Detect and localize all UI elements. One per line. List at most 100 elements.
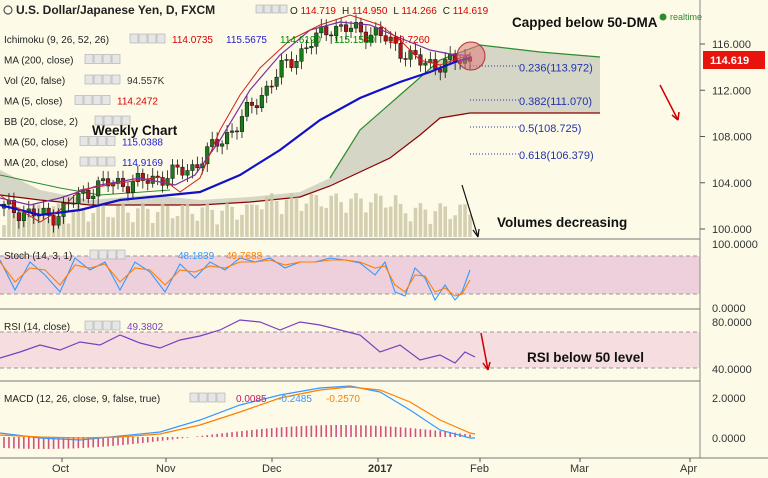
rsi-control[interactable] [111,320,121,331]
indicator-control[interactable] [102,74,112,85]
stoch-control[interactable] [89,249,99,260]
candle-body [334,26,339,36]
volume-bar [289,193,294,237]
stoch-control[interactable] [98,249,108,260]
indicator-control[interactable] [97,156,107,167]
macd-control[interactable] [216,392,226,403]
macd-control[interactable] [207,392,217,403]
indicator-control[interactable] [102,54,112,64]
volume-bar [364,212,368,237]
stoch-control[interactable] [116,249,126,260]
volume-bar [215,224,219,237]
collapse-icon[interactable] [3,5,13,15]
macd-bar [399,427,402,437]
volume-bar [269,193,274,237]
volume-bar [106,216,110,237]
macd-label: MACD (12, 26, close, 9, false, true) [4,394,160,405]
volume-bar [111,217,115,237]
time-tick: Nov [156,463,176,475]
indicator-control[interactable] [112,115,122,126]
indicator-control[interactable] [94,115,104,126]
indicator-control[interactable] [103,115,113,126]
price-tick: 100.000 [712,224,752,236]
indicator-control[interactable] [111,54,121,64]
indicator-control[interactable] [156,33,166,44]
macd-bar [394,426,397,437]
stoch-control[interactable] [107,249,117,260]
macd-bar [176,437,179,439]
indicator-control[interactable] [147,33,157,44]
volume-bar [319,206,324,237]
header-controls[interactable] [255,4,288,14]
volume-arrow-head [472,228,480,238]
candle-body [353,22,359,29]
macd-bar [404,427,407,437]
macd-bar [280,427,283,437]
rsi-control[interactable] [93,320,103,331]
indicator-control[interactable] [79,156,89,167]
header-toggle[interactable] [271,4,280,14]
volume-bar [334,193,338,237]
indicator-control[interactable] [93,74,103,85]
indicator-control[interactable] [79,136,89,146]
rsi-control[interactable] [102,320,112,331]
candle-body [304,47,309,50]
macd-bar [196,436,199,437]
indicator-control[interactable] [106,156,116,167]
indicator-control[interactable] [74,95,84,105]
macd-bar [360,425,362,437]
ohlc-value: 114.950 [352,6,388,17]
indicator-control[interactable] [111,74,121,85]
indicator-control[interactable] [84,54,94,64]
rsi-tick: 80.0000 [712,317,752,329]
macd-control[interactable] [198,392,208,403]
macd-bar [335,425,337,437]
indicator-control[interactable] [88,136,98,146]
macd-bar [419,428,422,437]
volume-bar [374,193,378,237]
volume-bar [354,193,358,237]
macd-control[interactable] [189,392,199,403]
macd-bar [251,429,253,437]
indicator-control[interactable] [101,95,111,105]
candle-body [76,193,81,204]
ohlc-key: L [393,6,401,17]
indicator-control[interactable] [129,33,139,44]
candle-body [170,164,175,179]
macd-bar [275,427,278,437]
macd-bar [102,437,104,447]
macd-bar [320,425,323,437]
indicator-control[interactable] [106,136,116,146]
macd-bar [340,425,342,437]
header-toggle[interactable] [279,4,288,14]
indicator-control[interactable] [84,74,94,85]
candle-body [309,46,314,49]
candle-body [106,178,111,187]
rsi-control[interactable] [84,320,94,331]
macd-histogram [3,425,471,449]
volume-bar [76,203,81,237]
candle-body [329,34,334,37]
indicator-control[interactable] [88,156,98,167]
header-toggle[interactable] [263,4,272,14]
macd-bar [137,437,139,444]
volume-bar [220,210,224,237]
indicator-control[interactable] [92,95,102,105]
indicator-control[interactable] [97,136,107,146]
volume-bar [309,193,314,237]
candle-body [51,215,56,226]
candle-body [363,31,368,43]
volume-bar [210,209,215,237]
macd-bar [57,437,60,449]
volume-bar [458,204,462,237]
volume-bar [150,222,155,237]
indicator-control[interactable] [83,95,93,105]
header-toggle[interactable] [255,4,264,14]
volume-bar [428,223,433,237]
macd-bar [82,437,85,448]
indicator-control[interactable] [138,33,148,44]
indicator-control[interactable] [93,54,103,64]
volume-bar [131,222,135,237]
indicator-control[interactable] [121,115,131,126]
macd-bar [72,437,75,449]
